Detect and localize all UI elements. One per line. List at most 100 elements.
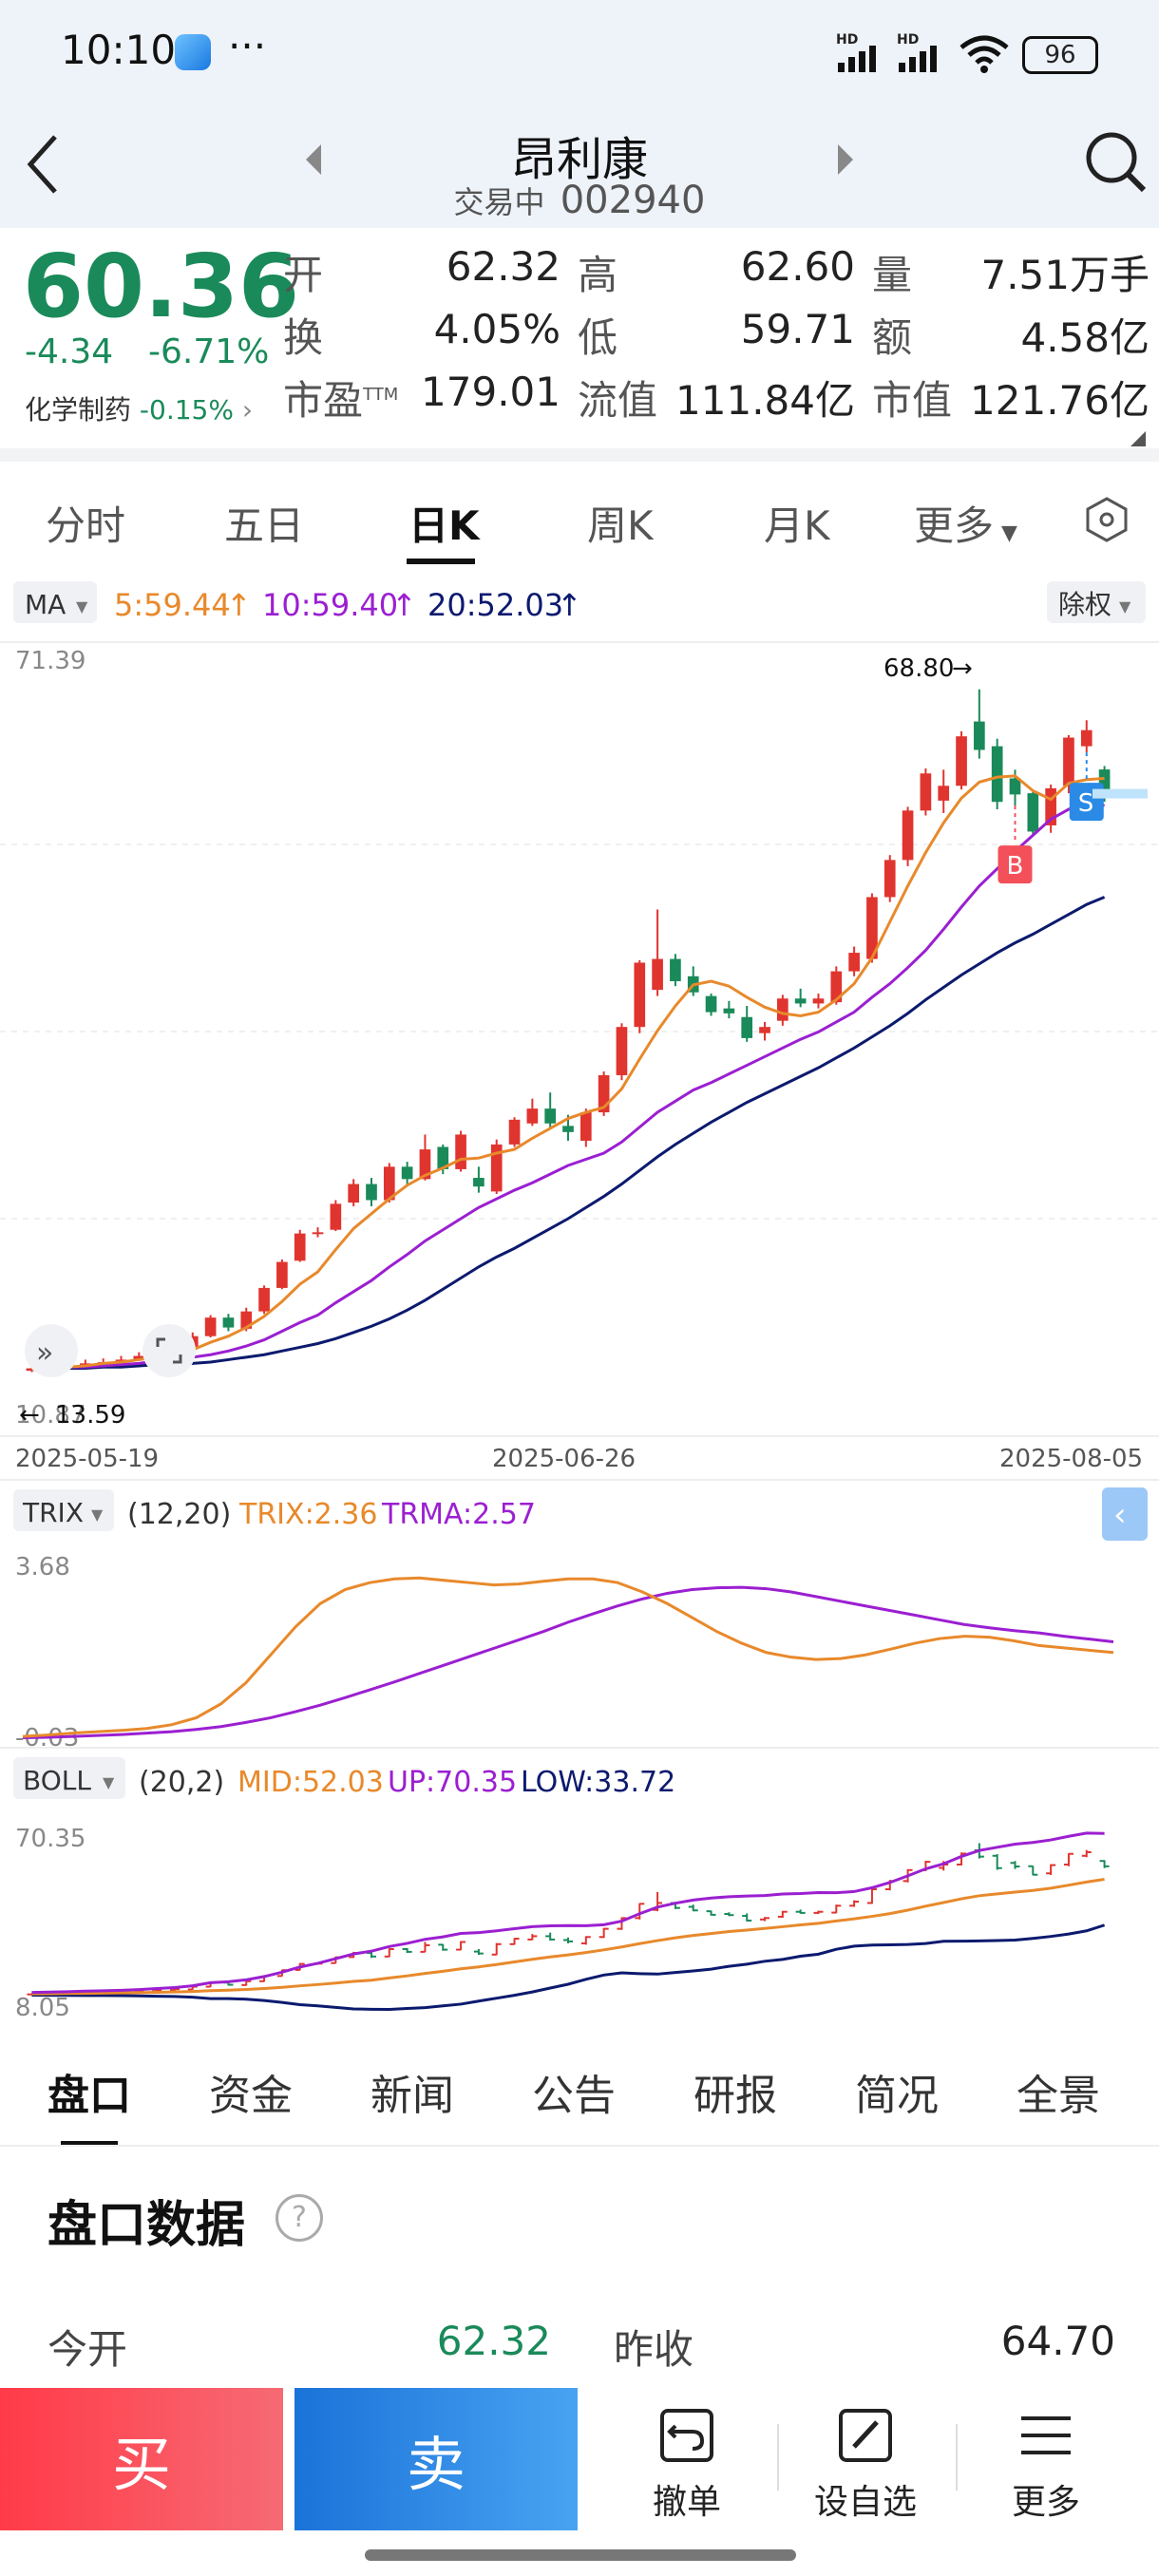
add-watchlist-action[interactable]: 设自选: [794, 2405, 937, 2524]
tab-capital[interactable]: 资金: [209, 2072, 293, 2120]
trix-plot: [22, 1576, 1114, 1740]
tab-intraday[interactable]: 分时: [46, 502, 126, 549]
candle-body: [508, 1119, 521, 1145]
tab-monthly-k[interactable]: 月K: [764, 502, 830, 549]
candle-body: [401, 1166, 413, 1180]
expand-corner-icon[interactable]: [1129, 429, 1148, 448]
stock-name: 昂利康: [510, 133, 648, 186]
candle-body: [562, 1126, 574, 1132]
candle-body: [1027, 793, 1039, 832]
battery-level: 96: [1044, 41, 1076, 69]
kline-chart-svg[interactable]: MA ▼ 5:59.44 ↑ 10:59.40 ↑ 20:52.03 ↑ 除权 …: [0, 570, 1159, 2023]
chevron-right-icon: ›: [241, 394, 254, 426]
prev-close-label: 昨收: [614, 2326, 694, 2373]
candle-body: [705, 995, 717, 1013]
high-label: 高: [578, 252, 618, 298]
wifi-icon: [960, 35, 1009, 73]
candle-body: [741, 1016, 753, 1038]
buy-button[interactable]: 买: [0, 2388, 283, 2530]
trix-selector-bg[interactable]: [13, 1489, 114, 1531]
ma10-line: [31, 800, 1105, 1371]
tab-announcements[interactable]: 公告: [532, 2072, 616, 2120]
candle-body: [1080, 729, 1092, 747]
section-divider: [0, 448, 1159, 462]
ma5-up-arrow-icon: ↑: [226, 587, 252, 623]
trix-selector[interactable]: TRIX: [22, 1497, 84, 1528]
tab-research[interactable]: 研报: [694, 2072, 777, 2120]
today-open-value: 62.32: [436, 2318, 551, 2364]
action-divider-1: [777, 2424, 779, 2491]
candlestick-plot: BS: [0, 689, 1159, 1373]
tab-daily-k[interactable]: 日K: [408, 502, 480, 549]
prev-stock-icon[interactable]: [302, 141, 325, 179]
price-change: -4.34: [25, 332, 114, 371]
sector-link[interactable]: 化学制药 -0.15% ›: [25, 389, 253, 427]
tab-five-day[interactable]: 五日: [224, 502, 305, 549]
expand-left-button[interactable]: [25, 1324, 78, 1377]
boll-selector[interactable]: BOLL: [23, 1765, 91, 1796]
cancel-order-icon: [660, 2409, 713, 2462]
help-icon-glyph: ?: [292, 2201, 307, 2234]
turnover-label: 换: [283, 314, 324, 361]
candle-body: [777, 998, 788, 1021]
open-value: 62.32: [446, 243, 560, 290]
stock-subtitle: 交易中 002940: [390, 179, 770, 222]
boll-low-legend: LOW:33.72: [521, 1766, 675, 1799]
tab-orderbook[interactable]: 盘口: [48, 2072, 131, 2120]
candle-body: [544, 1108, 557, 1124]
sell-button[interactable]: 卖: [294, 2388, 578, 2530]
next-stock-icon[interactable]: [834, 141, 857, 179]
candle-body: [759, 1027, 770, 1033]
tab-profile[interactable]: 简况: [855, 2072, 939, 2120]
volume-value: 7.51万手: [980, 252, 1150, 298]
tab-weekly-k[interactable]: 周K: [587, 502, 654, 549]
collapse-indicator-button[interactable]: [1102, 1487, 1148, 1541]
candle-body: [634, 962, 646, 1028]
candle-body: [723, 1008, 735, 1013]
trix-params: (12,20): [127, 1498, 231, 1531]
status-bar: 10:10 ··· HD HD 96: [0, 0, 1159, 114]
max-arrow-icon: →: [952, 654, 973, 683]
candle-body: [526, 1108, 539, 1124]
candle-body: [437, 1146, 449, 1169]
help-icon[interactable]: ?: [276, 2194, 323, 2242]
candle-body: [652, 958, 663, 991]
buy-marker[interactable]: [998, 845, 1033, 884]
x-tick-label-mid: 2025-06-26: [492, 1445, 636, 1473]
boll-up-line: [31, 1831, 1105, 1995]
ma-selector-bg[interactable]: [13, 581, 97, 623]
candle-body: [312, 1232, 324, 1235]
boll-y-top-label: 70.35: [15, 1825, 86, 1853]
hd-label-1: HD: [836, 32, 859, 47]
chart-period-tabs: 分时 五日 日K 周K 月K 更多 ▼: [0, 465, 1159, 570]
double-chevron-icon: »: [36, 1336, 53, 1370]
cancel-order-action[interactable]: 撤单: [616, 2405, 758, 2524]
ma-selector[interactable]: MA: [25, 589, 66, 620]
candle-body: [866, 897, 878, 959]
boll-selector-bg[interactable]: [13, 1757, 125, 1799]
adjust-selector-bg[interactable]: [1047, 581, 1146, 623]
float-cap-label: 流值: [578, 377, 658, 424]
boll-mid-legend: MID:52.03: [238, 1766, 384, 1799]
fullscreen-button[interactable]: [142, 1324, 196, 1377]
candle-body: [383, 1166, 395, 1201]
search-icon[interactable]: [1083, 129, 1150, 196]
fullscreen-icon: [156, 1337, 182, 1364]
tab-more[interactable]: 更多 ▼: [914, 494, 1017, 552]
chart-settings-icon[interactable]: [1083, 496, 1130, 543]
candle-body: [490, 1144, 503, 1192]
info-tabs: 盘口 资金 新闻 公告 研报 简况 全景: [0, 2023, 1159, 2147]
tab-news[interactable]: 新闻: [370, 2072, 454, 2120]
adjust-selector[interactable]: 除权: [1058, 589, 1112, 620]
candle-body: [670, 958, 681, 982]
current-price: 60.36: [23, 236, 300, 337]
tab-more-label: 更多: [914, 502, 995, 549]
candle-body: [920, 773, 932, 811]
back-arrow-icon[interactable]: [19, 131, 66, 198]
candle-body: [974, 721, 985, 750]
candle-body: [1045, 787, 1056, 825]
tab-overview[interactable]: 全景: [1016, 2072, 1100, 2120]
more-action[interactable]: 更多: [975, 2405, 1117, 2524]
status-more-dots: ···: [228, 23, 267, 69]
candle-body: [348, 1184, 359, 1203]
